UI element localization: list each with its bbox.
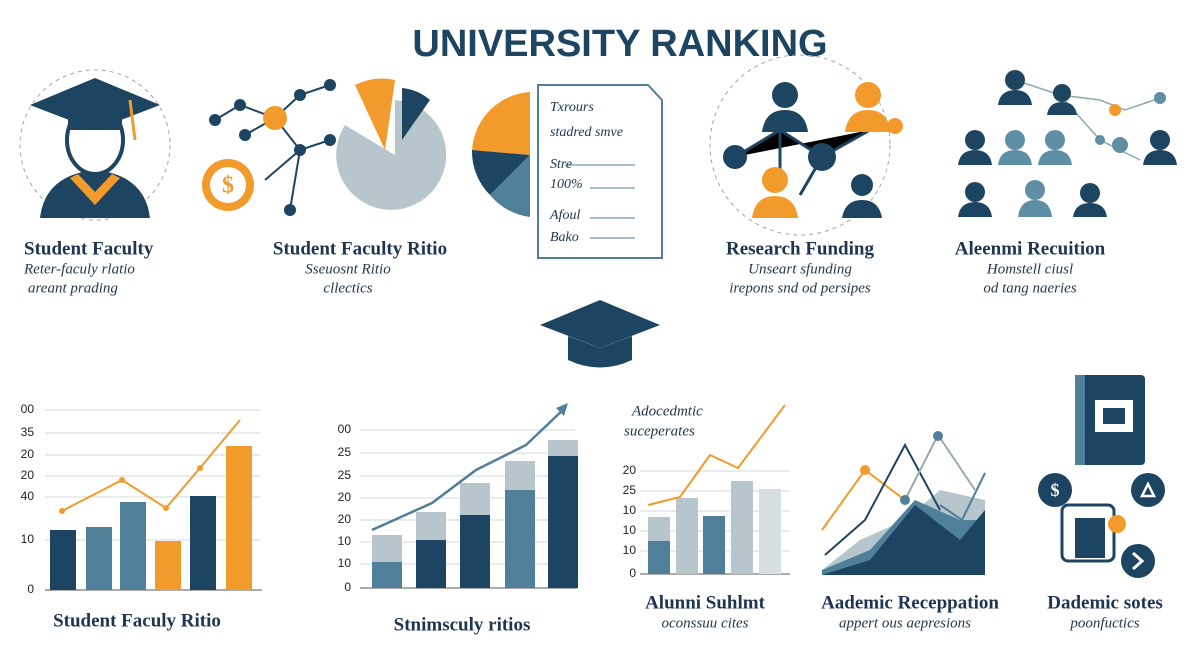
chart-note: Adocedmtic <box>631 403 703 419</box>
axis-label: 10 <box>21 532 35 546</box>
panel-caption: Student Faculy Ritio <box>53 610 221 631</box>
panel-heading: Student Faculty Ritio <box>273 238 447 259</box>
people-network-icon <box>709 54 903 236</box>
doc-line: Txrours <box>550 100 594 115</box>
panel-line: oconssuu cites <box>661 615 748 631</box>
panel-line: Reter-faculy rlatio <box>23 261 135 277</box>
panel-heading: Aleenmi Recuition <box>955 238 1106 259</box>
panel-line: cllectics <box>323 280 372 296</box>
area-illustration <box>821 431 986 575</box>
axis-label: 00 <box>21 402 35 416</box>
panel-caption: Aademic Receppation <box>821 592 999 613</box>
axis-label: 25 <box>338 445 352 459</box>
book-icon: $ <box>1038 375 1165 578</box>
axis-label: 10 <box>623 503 637 517</box>
axis-label: 00 <box>338 422 352 436</box>
panel-line: Sseuosnt Ritio <box>305 261 391 277</box>
panel-caption: Dademic sotes <box>1047 592 1163 613</box>
axis-label: 40 <box>21 489 35 503</box>
doc-line: stadred smve <box>550 125 623 140</box>
axis-label: 0 <box>27 582 34 596</box>
axis-label: 10 <box>623 543 637 557</box>
graduate-icon <box>19 69 171 221</box>
axis-label: 20 <box>21 468 35 482</box>
axis-label: 10 <box>338 534 352 548</box>
axis-label: 20 <box>21 447 35 461</box>
axis-label: 20 <box>338 490 352 504</box>
doc-line: 100% <box>550 177 583 192</box>
chart-note: suceperates <box>624 423 695 439</box>
axis-label: 35 <box>21 425 35 439</box>
title: UNIVERSITY RANKING <box>412 23 827 65</box>
illustrative-chart <box>45 409 262 591</box>
axis-label: 0 <box>629 566 636 580</box>
panel-line: Unseart sfunding <box>748 261 852 277</box>
doc-line: Afoul <box>549 208 580 223</box>
panel-line: areant prading <box>28 280 118 296</box>
panel-caption: Stnimsculy ritios <box>394 614 531 635</box>
network-pie-icon: $ <box>202 78 447 216</box>
panel-line: irepons snd od persipes <box>729 280 871 296</box>
axis-label: 10 <box>338 556 352 570</box>
panel-heading: Student Faculty <box>24 238 154 259</box>
axis-label: 20 <box>623 463 637 477</box>
doc-line: Stre <box>550 157 572 172</box>
panel-line: od tang naeries <box>983 280 1076 296</box>
axis-label: 25 <box>338 468 352 482</box>
panel-caption: Alunni Suhlmt <box>645 592 766 613</box>
panel-line: appert ous aepresions <box>839 615 971 631</box>
axis-label: 0 <box>344 580 351 594</box>
axis-label: 25 <box>623 483 637 497</box>
panel-heading: Research Funding <box>726 238 874 259</box>
cap-icon <box>540 300 660 368</box>
svg-text:$: $ <box>1051 480 1060 500</box>
panel-line: Homstell ciusl <box>986 261 1073 277</box>
document-icon <box>471 84 663 259</box>
doc-line: Bako <box>550 230 579 245</box>
axis-label: 20 <box>338 512 352 526</box>
alumni-icon <box>958 70 1177 217</box>
axis-label: 10 <box>623 523 637 537</box>
svg-text:$: $ <box>222 173 234 199</box>
illustrative-chart <box>640 404 790 575</box>
panel-line: poonfuctics <box>1069 615 1139 631</box>
illustrative-chart <box>360 403 578 589</box>
